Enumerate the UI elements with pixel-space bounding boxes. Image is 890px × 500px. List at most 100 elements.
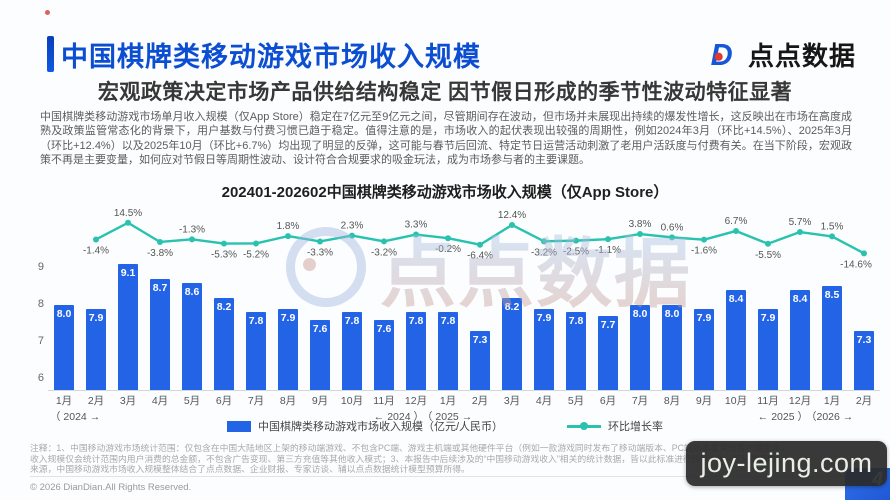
year-marker: （ 2025 → [422,411,473,423]
pct-label: -3.2% [371,247,397,258]
bar-column: 8.5 [816,200,848,390]
bar-value: 8.6 [184,285,200,298]
pct-label: -6.4% [467,251,493,262]
x-tick: 10月 [724,395,748,407]
bar: 7.3 [854,330,874,390]
pct-label: 14.5% [114,208,142,219]
bar: 7.9 [86,308,106,390]
bar-value: 7.8 [408,315,424,328]
bar: 7.8 [406,312,426,390]
pct-label: -14.6% [840,259,872,270]
pct-label: 3.3% [405,220,428,231]
line-point [285,233,291,240]
x-tick: 6月 [599,395,617,407]
bar: 8.5 [822,286,842,390]
x-tick: 9月 [695,395,713,407]
brand-name: 点点数据 [747,40,856,71]
year-marker: （2026 → [806,411,854,423]
x-tick: 3月 [119,395,137,407]
bar-column: 8.7 [144,200,176,390]
line-point [413,231,419,238]
diandian-logo-icon: D [711,38,733,72]
bar-value: 7.6 [312,322,328,335]
bar: 7.6 [374,319,394,390]
bar: 7.7 [598,316,618,390]
bar-swatch-icon [226,420,251,432]
pct-label: -1.3% [179,224,205,235]
bar-column: 7.3 [464,200,496,390]
x-tick: 11月 [373,395,395,407]
legend-revenue-label: 中国棋牌类移动游戏市场收入规模（亿元/人民币） [257,421,504,433]
chart-title: 202401-202602中国棋牌类移动游戏市场收入规模（仅App Store） [221,184,669,201]
corner-dot [45,10,50,15]
bar-value: 8.0 [56,307,72,320]
footnote-line: 收入规模仅会统计范围内用户消费的总金额，不包含广告变现、第三方充值等其他收入模式… [30,453,776,464]
x-tick: 5月 [183,395,201,407]
x-tick: 11月 [757,395,779,407]
bar: 7.9 [694,308,714,390]
line-point [125,219,131,226]
pct-label: -3.2% [531,247,557,258]
bar-column: 8.4 [720,200,752,390]
line-point [477,241,483,248]
x-axis-ticks: 1月 2月 3月 4月 5月 6月 7月 8月 9月 10月 11月 12月 1月 2月 3月 4月 5月 6月 7… [48,393,880,408]
bar: 8.0 [54,304,74,390]
chart: 9 8 7 6 8.0 7.9 9.1 8.7 8.6 8.2 7.8 7.9 7.6 7.8 7.6 7.… [30,200,882,432]
bar-value: 8.2 [504,300,520,313]
bar: 7.9 [758,308,778,390]
pct-label: -0.2% [435,244,461,255]
pct-label: 1.5% [821,221,844,232]
line-point [253,240,259,247]
pct-label: 6.7% [725,216,748,227]
bar-column: 8.0 [624,200,656,390]
bar: 8.6 [182,282,202,390]
bar: 8.4 [726,290,746,390]
pct-label: 5.7% [789,217,812,228]
x-axis-year-markers: （ 2024 → ← 2024 ）（ 2025 → ← 2025 ）（2026 → [48,409,880,423]
pct-label: -1.4% [83,245,109,256]
pct-label: -3.3% [307,247,333,258]
x-tick: 4月 [151,395,169,407]
bar: 8.4 [790,290,810,390]
line-point [317,238,323,245]
pct-label: -1.6% [691,246,717,257]
x-tick: 1月 [439,395,457,407]
x-tick: 2月 [855,395,873,407]
line-point [349,232,355,239]
pct-label: -5.5% [755,250,781,261]
bar-column: 7.8 [336,200,368,390]
plot-area: 8.0 7.9 9.1 8.7 8.6 8.2 7.8 7.9 7.6 7.8 7.6 7.8 7.8 7… [48,200,880,391]
footnote-line: 来源，中国移动游戏市场收入规模整体结合了点点数据、企业财报、专家访谈、辅以点点数… [30,464,470,475]
x-tick: 2月 [87,395,105,407]
bar-column: 7.8 [560,200,592,390]
line-point [669,234,675,241]
x-tick: 1月 [55,395,73,407]
bar-column: 8.4 [784,200,816,390]
footnotes: 注释：1、中国移动游戏市场统计范围：仅包含在中国大陆地区上架的移动端游戏、不包含… [30,443,888,475]
pct-label: 3.8% [629,219,652,230]
bar-column: 9.1 [112,200,144,390]
bar: 9.1 [118,264,138,390]
bar-column: 7.3 [848,200,880,390]
line-point [541,238,547,245]
bar-value: 7.3 [472,333,488,346]
x-tick: 8月 [279,395,297,407]
pct-label: -3.8% [147,248,173,259]
bar: 7.6 [310,319,330,390]
copyright: © 2026 DianDian.All Rights Reserved. [30,482,192,493]
line-point [733,227,739,234]
bar-column: 7.9 [80,200,112,390]
legend: 中国棋牌类移动游戏市场收入规模（亿元/人民币） 环比增长率 [0,418,890,434]
header: 中国棋牌类移动游戏市场收入规模 D 点点数据 [47,33,856,75]
x-tick: 7月 [631,395,649,407]
y-tick: 8 [37,297,44,310]
x-tick: 3月 [503,395,521,407]
footnote-line: 注释：1、中国移动游戏市场统计范围：仅包含在中国大陆地区上架的移动端游戏、不包含… [30,443,790,453]
bar-value: 8.2 [216,300,232,313]
pct-label: -2.5% [563,247,589,258]
x-tick: 9月 [311,395,329,407]
bar-column: 8.2 [496,200,528,390]
x-tick: 1月 [823,395,841,407]
bar-value: 8.4 [728,293,744,306]
